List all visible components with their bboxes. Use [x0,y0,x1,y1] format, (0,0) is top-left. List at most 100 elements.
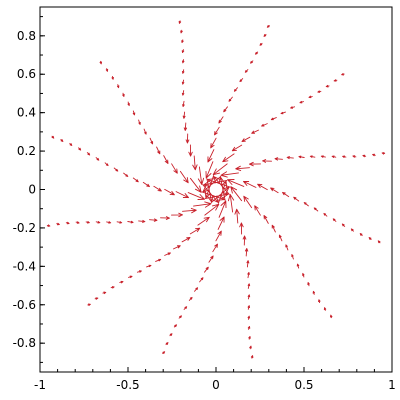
vector-arrow [342,155,347,158]
vector-arrow [243,180,257,188]
vector-arrow [149,218,158,222]
vector-arrow [116,84,120,89]
vector-arrow [188,144,193,157]
vector-arrow [164,188,175,196]
vector-arrow [308,95,313,99]
vector-arrow [194,287,199,292]
vector-arrow [142,181,150,188]
y-tick-label: -0.8 [13,336,36,350]
vector-arrow [214,126,220,136]
vector-arrow [179,170,189,184]
x-tick-label: 0.5 [294,378,313,392]
vector-arrow [178,20,182,24]
vector-arrow [183,306,188,310]
vector-arrow [215,230,222,242]
vector-arrow [106,221,112,224]
vector-arrow [248,161,261,167]
vector-arrow [242,235,247,246]
vector-arrow [138,219,146,223]
vector-arrow [247,305,251,310]
vector-arrow [189,227,201,235]
vector-arrow [164,252,171,256]
vector-arrow [208,255,214,263]
vector-arrow [181,79,185,85]
vector-arrow [222,153,235,163]
vector-arrow [243,195,253,209]
vector-arrow [325,84,330,88]
vector-arrow [274,157,283,161]
vector-arrow [146,264,152,268]
vector-arrow [234,208,240,224]
vector-arrow [180,29,183,34]
vector-arrow [323,307,327,311]
vector-arrow [87,303,91,306]
x-tick-label: 1 [388,378,396,392]
vector-arrow [291,254,294,260]
vector-arrow [102,291,107,295]
vector-arrow [239,78,244,83]
vector-arrow [323,212,328,217]
vector-arrow [197,166,205,185]
vector-arrow [51,135,55,139]
vector-arrow [85,221,90,224]
vector-arrow [212,163,228,176]
vector-arrow [228,96,233,102]
vector-arrow [312,290,316,295]
vector-arrow [119,280,124,284]
vector-arrow [259,42,263,46]
x-tick-label: -0.5 [116,378,139,392]
vector-arrow [204,266,209,273]
x-tick-label: -1 [34,378,46,392]
vector-arrow [153,185,162,192]
vector-arrow [254,205,261,216]
vector-arrow [123,172,129,177]
vector-arrow [217,216,225,230]
vector-arrow [127,220,134,224]
vector-arrow [213,176,230,195]
y-tick-label: 0.4 [17,106,36,120]
y-tick-label: 0.6 [17,67,36,81]
plot-frame [39,6,393,373]
vector-arrow [65,221,70,225]
vector-arrow [173,324,178,328]
vector-arrow [175,191,189,199]
vector-arrow [241,136,251,142]
vector-arrow [181,90,185,96]
vector-arrow [359,233,363,237]
vector-arrow [197,216,210,226]
vector-arrow [293,196,300,202]
vector-arrow [299,100,304,104]
vector-arrow [271,224,276,233]
vector-arrow [377,240,381,244]
vector-arrow [122,92,125,97]
vector-arrow [165,342,169,346]
vector-arrow [104,162,109,167]
vector-arrow [266,25,270,28]
vector-arrow [116,221,123,224]
vector-arrow [132,177,139,183]
y-tick-label: -0.6 [13,298,36,312]
vector-arrow [263,33,267,37]
vector-arrow [207,178,231,188]
vector-arrow [368,237,372,240]
vector-arrow [160,216,170,220]
vector-arrow [329,314,333,319]
vector-arrow [95,157,100,161]
vector-arrow [113,167,119,172]
vector-arrow [218,116,224,124]
vector-arrow [362,154,367,158]
vector-arrow [303,202,309,207]
vector-arrow [372,153,376,157]
vector-arrow [247,271,250,279]
vector-arrow [331,155,337,158]
vector-arrow [250,355,254,359]
vector-arrow [212,243,218,253]
vector-arrow [171,212,184,218]
vector-arrow [99,60,103,65]
vector-arrow [262,159,272,163]
vector-arrow [270,117,277,121]
vector-arrow [207,149,215,163]
vector-arrow [138,119,141,125]
vector-arrow [132,110,136,116]
vector-arrow [185,133,190,144]
